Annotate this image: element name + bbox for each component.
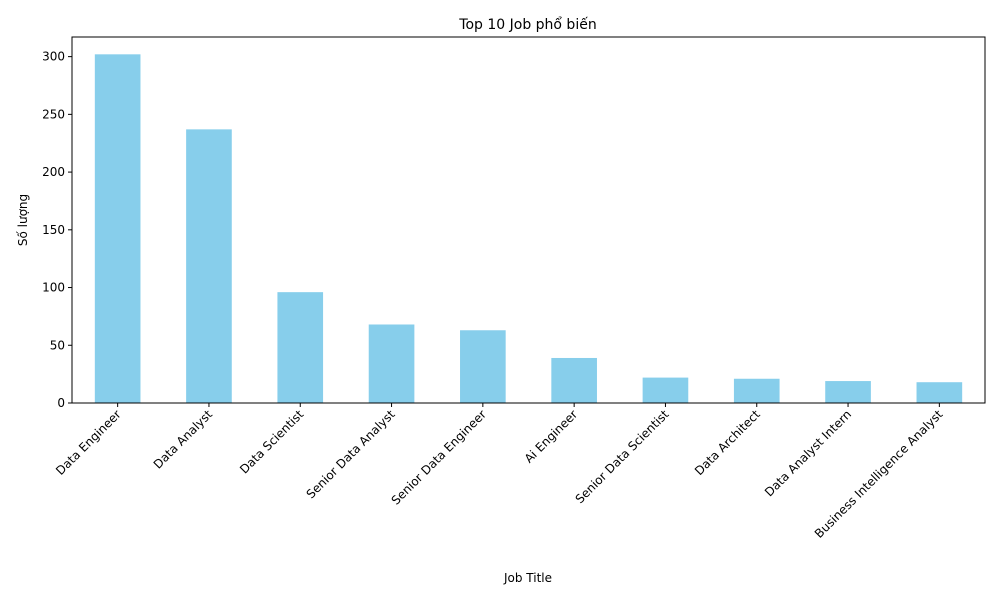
x-tick-label: Ai Engineer <box>522 407 581 466</box>
bar <box>368 324 415 403</box>
bar <box>460 330 506 403</box>
bar <box>186 129 232 403</box>
bar <box>277 292 324 403</box>
bar <box>733 378 780 403</box>
x-tick-label: Data Analyst <box>151 407 216 472</box>
bar <box>916 382 963 403</box>
x-tick-label: Senior Data Scientist <box>573 407 672 506</box>
x-tick-label: Senior Data Engineer <box>389 407 489 507</box>
x-tick-label: Data Analyst Intern <box>762 407 854 499</box>
bar <box>825 381 871 403</box>
plot-frame <box>71 36 986 404</box>
x-tick-label: Data Scientist <box>237 407 307 477</box>
bar <box>551 357 597 403</box>
y-tick-label: 300 <box>42 50 65 64</box>
y-tick-label: 100 <box>42 281 65 295</box>
x-tick-label: Data Engineer <box>53 407 124 478</box>
x-axis-label: Job Title <box>503 571 552 585</box>
x-tick-label: Data Architect <box>692 407 763 478</box>
bar <box>94 54 141 404</box>
y-tick-label: 200 <box>42 165 65 179</box>
bars-group <box>94 54 963 404</box>
y-tick-label: 150 <box>42 223 65 237</box>
x-axis: Data Engineer Data Analyst Data ScientistS… <box>53 403 946 541</box>
x-tick-label: Senior Data Analyst <box>304 407 398 501</box>
y-tick-label: 250 <box>42 107 65 121</box>
bar <box>642 377 689 403</box>
y-tick-label: 0 <box>57 396 65 410</box>
chart-title: Top 10 Job phổ biến <box>458 16 596 33</box>
y-axis: 0 50 100 150 200 250 300 <box>42 50 72 410</box>
y-axis-label: Số lượng <box>16 194 30 246</box>
y-tick-label: 50 <box>50 338 65 352</box>
